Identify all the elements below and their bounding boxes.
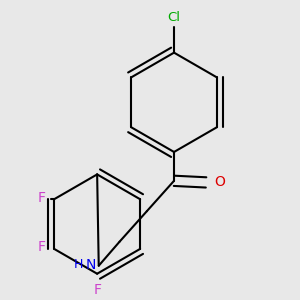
Text: F: F <box>93 283 101 297</box>
Text: F: F <box>38 190 46 205</box>
Text: H: H <box>73 258 83 271</box>
Text: N: N <box>86 258 96 272</box>
Text: O: O <box>214 176 225 189</box>
Text: Cl: Cl <box>167 11 181 24</box>
Text: F: F <box>38 240 46 254</box>
